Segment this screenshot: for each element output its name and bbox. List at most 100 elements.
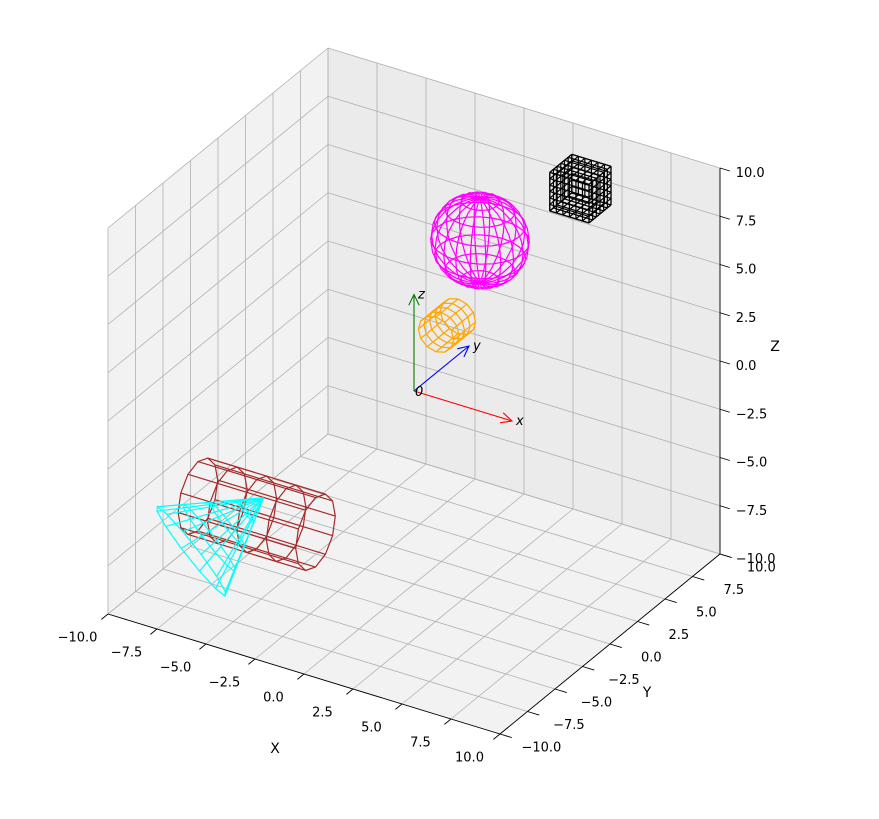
cone-line <box>157 497 264 508</box>
y-tick-label: 7.5 <box>724 583 745 598</box>
x-tick-label: 5.0 <box>361 721 382 736</box>
cone-line <box>216 497 264 577</box>
y-tick-label: −5.0 <box>581 696 613 711</box>
y-tick-label: −10.0 <box>521 741 561 756</box>
z-tick-label: −5.0 <box>736 456 768 471</box>
cylinder-line <box>417 310 441 330</box>
grid-line <box>327 144 721 265</box>
grid-line <box>107 240 329 422</box>
z-tick-label: −10.0 <box>736 552 776 567</box>
wireframe-objects <box>156 153 612 598</box>
x-tick-label: −7.5 <box>111 646 143 661</box>
cylinder-line <box>217 479 336 517</box>
x-tick-label: −2.5 <box>209 676 241 691</box>
x-tick-label: 10.0 <box>455 751 484 766</box>
grid-line <box>107 144 329 325</box>
z-tick-mark <box>719 167 730 172</box>
cylinder-line <box>177 511 296 550</box>
grid-line <box>107 95 329 277</box>
frame-label-x: x <box>515 414 524 429</box>
cylinder-line <box>435 333 459 353</box>
tick-labels: −10.0 −10.0 −10.0 −7.5 −7.5 −7.5 −5.0 −5.0 −5.0 −… <box>58 166 776 765</box>
cone-line <box>166 497 264 515</box>
grid-line <box>352 508 574 690</box>
cylinder-line <box>450 311 474 331</box>
sphere-parallel <box>433 234 527 280</box>
z-tick-label: 5.0 <box>736 263 757 278</box>
sphere-parallel <box>433 201 527 247</box>
cube-edge <box>549 160 573 180</box>
z-tick-mark <box>719 264 730 268</box>
grid-line <box>245 501 638 622</box>
grid <box>107 47 721 735</box>
frame-label-y: y <box>472 339 481 354</box>
sphere-parallel <box>429 216 531 265</box>
sphere-parallel <box>460 191 500 212</box>
y-tick-mark <box>554 688 567 694</box>
grid-line <box>327 47 721 169</box>
grid-line <box>107 47 329 229</box>
y-tick-mark <box>692 576 705 581</box>
cylinder-line <box>444 333 468 353</box>
grid-line <box>327 433 721 555</box>
x-tick-mark <box>493 733 501 740</box>
sphere-parallel <box>460 269 500 290</box>
x-tick-label: 2.5 <box>312 706 333 721</box>
cube-edge <box>567 156 608 170</box>
z-tick-mark <box>719 312 730 317</box>
cylinder-line <box>444 303 468 323</box>
cube-edge <box>571 192 612 206</box>
cylinder-line <box>214 464 333 502</box>
y-tick-mark <box>527 711 540 716</box>
x-tick-mark <box>395 703 403 710</box>
y-tick-label: 0.0 <box>641 651 662 666</box>
y-tick-mark <box>664 598 677 604</box>
frame-label-z: z <box>417 288 426 303</box>
cone-line <box>200 497 264 555</box>
cylinder-line <box>197 460 316 499</box>
axis-edges <box>101 167 732 740</box>
x-tick-mark <box>248 658 256 665</box>
frame-origin-label: 0 <box>415 385 423 400</box>
cube-edge <box>588 204 612 224</box>
z-tick-label: 7.5 <box>736 214 757 229</box>
coordinate-frame: x y z 0 <box>408 288 524 429</box>
cone-line <box>182 497 264 533</box>
x-tick-mark <box>444 718 452 725</box>
cylinder-line <box>453 321 477 341</box>
z-tick-mark <box>719 505 730 510</box>
cone-line <box>199 497 264 572</box>
x-tick-mark <box>297 673 305 680</box>
y-tick-label: 2.5 <box>669 628 690 643</box>
cube-edge <box>571 153 612 167</box>
frame-arrowhead-x <box>500 412 514 424</box>
cone-line <box>165 497 264 528</box>
cylinder-line <box>435 298 459 318</box>
cube-edge <box>567 195 608 209</box>
y-tick-mark <box>499 733 512 739</box>
x-tick-mark <box>346 688 354 695</box>
y-tick-label: 5.0 <box>696 606 717 621</box>
x-tick-mark <box>199 643 207 650</box>
x-tick-mark <box>150 628 158 635</box>
y-tick-mark <box>637 621 650 626</box>
y-tick-mark <box>609 643 622 649</box>
grid-line <box>401 523 623 705</box>
cone-line <box>156 497 264 512</box>
x-tick-mark <box>101 613 109 620</box>
frame-arrowhead-y <box>457 345 470 358</box>
x-tick-label: 7.5 <box>410 736 431 751</box>
cone-line <box>224 497 264 592</box>
z-tick-mark <box>719 457 730 461</box>
sphere-parallel <box>444 253 516 288</box>
z-tick-label: 2.5 <box>736 311 757 326</box>
cylinder-line <box>187 473 306 511</box>
grid-line <box>327 240 721 362</box>
sphere-wireframe <box>429 190 531 291</box>
z-axis-label: Z <box>770 339 780 355</box>
grid-line <box>327 95 721 217</box>
cylinder-line <box>420 319 444 339</box>
cube-wireframe <box>549 153 612 224</box>
cylinder-line <box>426 298 450 318</box>
x-tick-label: −5.0 <box>160 661 192 676</box>
